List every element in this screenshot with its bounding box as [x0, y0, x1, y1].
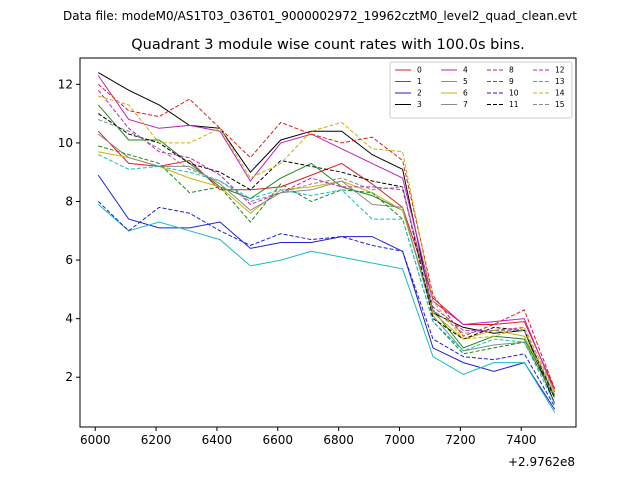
- legend-label-4: 4: [463, 66, 468, 75]
- series-line-10: [97, 201, 556, 407]
- legend-label-0: 0: [417, 66, 422, 75]
- data-file-header: Data file: modeM0/AS1T03_036T01_90000029…: [63, 9, 577, 23]
- series-line-7: [97, 133, 556, 398]
- x-tick-label: 6200: [141, 433, 172, 447]
- x-tick-label: 6800: [323, 433, 354, 447]
- y-tick-label: 4: [65, 312, 73, 326]
- legend-label-9: 9: [509, 77, 514, 86]
- x-tick-label: 6000: [80, 433, 111, 447]
- series-line-13: [98, 154, 556, 404]
- legend-label-12: 12: [555, 66, 565, 75]
- legend-label-14: 14: [555, 89, 565, 98]
- chart-title: Quadrant 3 module wise count rates with …: [131, 37, 525, 53]
- legend-label-13: 13: [555, 77, 565, 86]
- x-tick-label: 7400: [506, 433, 537, 447]
- series-line-9: [98, 145, 556, 398]
- series-line-4: [97, 75, 556, 393]
- series-line-15: [98, 119, 556, 396]
- axes-frame: [79, 57, 577, 428]
- x-tick-label: 7200: [445, 433, 476, 447]
- y-tick-label: 8: [65, 195, 73, 209]
- series-line-11: [98, 113, 556, 398]
- legend-label-6: 6: [463, 89, 468, 98]
- series-line-6: [98, 151, 556, 396]
- x-offset-label: +2.9762e8: [508, 455, 575, 469]
- legend-label-5: 5: [463, 77, 468, 86]
- legend-label-7: 7: [463, 100, 468, 109]
- series-line-2: [97, 174, 556, 410]
- legend-label-1: 1: [417, 77, 422, 86]
- y-tick-label: 6: [65, 253, 73, 267]
- y-tick-label: 10: [58, 136, 73, 150]
- x-tick-label: 6600: [263, 433, 294, 447]
- legend-box: [389, 61, 573, 119]
- legend-label-8: 8: [509, 66, 514, 75]
- series-line-1: [97, 104, 556, 396]
- y-tick-label: 12: [58, 77, 73, 91]
- legend-label-11: 11: [509, 100, 519, 109]
- series-line-14: [98, 95, 556, 393]
- legend-label-15: 15: [555, 100, 565, 109]
- legend-label-2: 2: [417, 89, 422, 98]
- y-tick-label: 2: [65, 370, 73, 384]
- x-tick-label: 7000: [384, 433, 415, 447]
- legend-label-3: 3: [417, 100, 422, 109]
- legend-label-10: 10: [509, 89, 519, 98]
- series-line-12: [97, 89, 556, 393]
- series-line-5: [97, 204, 556, 413]
- x-tick-label: 6400: [202, 433, 233, 447]
